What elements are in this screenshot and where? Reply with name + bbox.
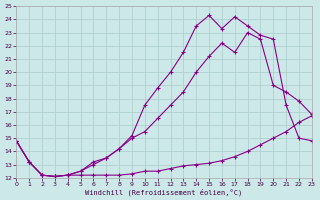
X-axis label: Windchill (Refroidissement éolien,°C): Windchill (Refroidissement éolien,°C) — [85, 188, 243, 196]
